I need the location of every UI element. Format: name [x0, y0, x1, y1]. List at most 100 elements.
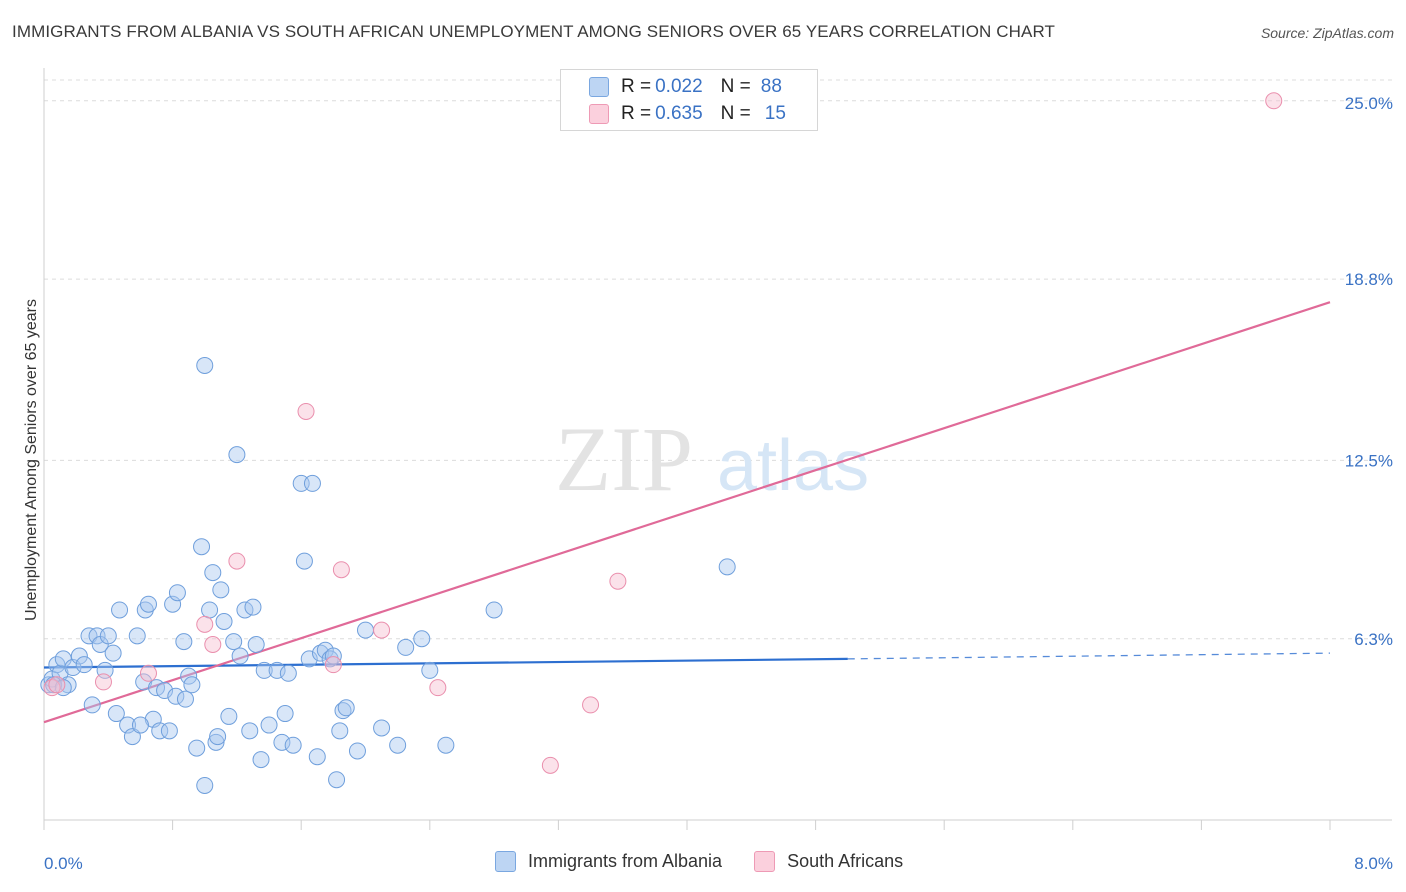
albania-point: [308, 748, 326, 766]
albania-point: [421, 661, 439, 679]
y-tick-label: 18.8%: [1345, 270, 1393, 289]
albania-point: [255, 661, 273, 679]
legend-row-south-africans: R = 0.635 N = 15: [589, 101, 804, 127]
south-africans-point: [541, 756, 559, 774]
albania-point: [196, 776, 214, 794]
south-africans-point: [1265, 92, 1283, 110]
r-value: 0.635: [655, 103, 703, 124]
axes: [43, 68, 1392, 830]
south-africans-point: [228, 552, 246, 570]
x-tick-label: 8.0%: [1354, 854, 1393, 873]
albania-point: [104, 644, 122, 662]
albania-legend-label: Immigrants from Albania: [528, 851, 723, 871]
albania-point: [204, 564, 222, 582]
albania-point: [70, 647, 88, 665]
legend-row-albania: R = 0.022 N = 88: [589, 74, 800, 100]
albania-point: [167, 687, 185, 705]
albania-point: [225, 633, 243, 651]
albania-point: [413, 630, 431, 648]
albania-point: [437, 736, 455, 754]
south-africans-point: [204, 636, 222, 654]
albania-point: [295, 552, 313, 570]
south-africans-point: [43, 679, 61, 697]
x-tick-label: 0.0%: [44, 854, 83, 873]
albania-point: [334, 702, 352, 720]
albania-point: [389, 736, 407, 754]
y-tick-label: 6.3%: [1354, 630, 1393, 649]
albania-point: [207, 733, 225, 751]
south-africans-legend-label: South Africans: [787, 851, 904, 871]
y-tick-label: 25.0%: [1345, 94, 1393, 113]
x-tick-labels: 0.0% 8.0%: [44, 854, 1393, 873]
albania-point: [397, 638, 415, 656]
albania-point: [373, 719, 391, 737]
r-value: 0.022: [655, 76, 703, 97]
albania-point: [212, 581, 230, 599]
south-africans-swatch: [589, 104, 609, 124]
albania-point: [718, 558, 736, 576]
albania-point: [273, 733, 291, 751]
chart-source: Source: ZipAtlas.com: [1260, 25, 1394, 41]
south-africans-legend-swatch: [754, 851, 776, 872]
legend-item-south-africans: South Africans: [754, 851, 903, 872]
albania-point: [215, 612, 233, 630]
series-legend: Immigrants from Albania South Africans: [495, 851, 935, 872]
albania-trend-extension: [847, 652, 1331, 660]
south-africans-point: [324, 656, 342, 674]
albania-point: [156, 682, 174, 700]
albania-point: [241, 722, 259, 740]
albania-point: [83, 696, 101, 714]
albania-point: [180, 667, 198, 685]
albania-point: [324, 647, 342, 665]
albania-point: [209, 728, 227, 746]
y-tick-labels: 6.3% 12.5% 18.8% 25.0%: [1345, 94, 1393, 649]
south-africans-point: [139, 664, 157, 682]
albania-point: [279, 664, 297, 682]
albania-swatch: [589, 77, 609, 97]
grid-lines: [44, 79, 1392, 640]
correlation-legend: R = 0.022 N = 88 R = 0.635 N = 15: [560, 69, 818, 131]
albania-point: [303, 474, 321, 492]
albania-point: [107, 705, 125, 723]
south-africans-point: [297, 402, 315, 420]
n-value: 88: [760, 76, 782, 97]
albania-point: [321, 650, 339, 668]
albania-point: [328, 771, 346, 789]
n-label: N =: [720, 103, 751, 124]
albania-point: [220, 707, 238, 725]
albania-point: [311, 644, 329, 662]
albania-point: [99, 627, 117, 645]
albania-point: [183, 676, 201, 694]
south-africans-point: [582, 696, 600, 714]
legend-item-albania: Immigrants from Albania: [495, 851, 722, 872]
albania-point: [136, 601, 154, 619]
albania-point: [54, 650, 72, 668]
albania-point: [268, 661, 286, 679]
albania-point: [247, 636, 265, 654]
watermark-zip: ZIP: [555, 408, 693, 510]
albania-point: [151, 722, 169, 740]
south-africans-point: [332, 561, 350, 579]
albania-point: [48, 656, 66, 674]
albania-point: [193, 538, 211, 556]
albania-point: [228, 446, 246, 464]
albania-point: [188, 739, 206, 757]
albania-point: [160, 722, 178, 740]
albania-point: [176, 690, 194, 708]
albania-point: [75, 656, 93, 674]
south-africans-point: [373, 621, 391, 639]
n-value: 15: [764, 103, 786, 124]
south-africans-point: [94, 673, 112, 691]
albania-point: [300, 650, 318, 668]
albania-point: [168, 584, 186, 602]
albania-legend-swatch: [495, 851, 516, 872]
albania-point: [260, 716, 278, 734]
albania-point: [276, 705, 294, 723]
albania-point: [337, 699, 355, 717]
albania-point: [196, 356, 214, 374]
watermark-atlas: atlas: [717, 426, 869, 506]
albania-point: [284, 736, 302, 754]
albania-point: [231, 647, 249, 665]
albania-point: [485, 601, 503, 619]
south-africans-point: [48, 676, 66, 694]
